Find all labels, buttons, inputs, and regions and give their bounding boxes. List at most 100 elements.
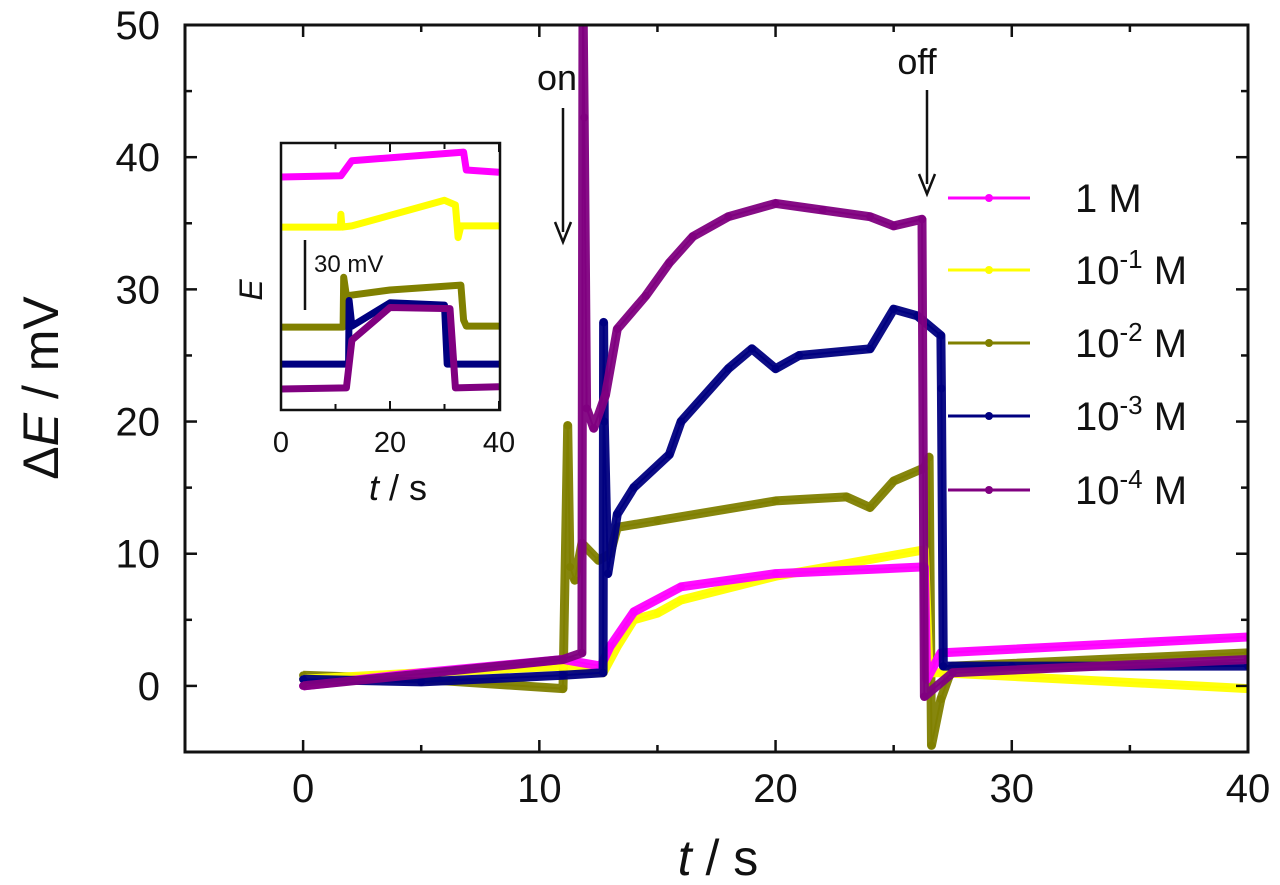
series-point-4 xyxy=(580,113,589,122)
series-point-3 xyxy=(629,483,638,492)
series-point-4 xyxy=(589,424,598,433)
series-point-0 xyxy=(629,607,638,616)
series-point-4 xyxy=(688,232,697,241)
legend-marker xyxy=(985,486,993,494)
y-tick-label: 40 xyxy=(116,136,161,180)
series-point-3 xyxy=(677,417,686,426)
x-tick-label: 0 xyxy=(292,767,314,811)
series-point-4 xyxy=(613,325,622,334)
series-point-3 xyxy=(939,662,948,671)
series-point-4 xyxy=(641,291,650,300)
series-point-4 xyxy=(582,404,591,413)
y-axis-title: ΔE / mV xyxy=(13,296,69,480)
series-point-3 xyxy=(937,384,946,393)
series-point-3 xyxy=(889,305,898,314)
inset-series-group xyxy=(280,148,500,393)
inset-series-line-0 xyxy=(280,148,500,181)
x-tick-label: 30 xyxy=(990,767,1035,811)
legend-item: 1 M xyxy=(948,177,1142,221)
series-point-3 xyxy=(417,677,426,686)
inset-series-line-2 xyxy=(281,273,499,331)
inset-scale-bar-label: 30 mV xyxy=(314,251,383,278)
series-point-3 xyxy=(724,364,733,373)
series-point-1 xyxy=(653,609,662,618)
series-point-2 xyxy=(566,562,575,571)
series-point-3 xyxy=(747,344,756,353)
series-point-1 xyxy=(936,668,945,677)
inset-series-line-1 xyxy=(281,196,499,242)
series-point-2 xyxy=(842,492,851,501)
legend-marker xyxy=(985,339,993,347)
arrow-off-head xyxy=(917,173,937,198)
series-point-4 xyxy=(577,648,586,657)
inset-x-tick-label: 20 xyxy=(374,427,406,459)
legend-label: 10-2 M xyxy=(1075,317,1187,366)
y-tick-label: 50 xyxy=(116,4,161,48)
series-point-4 xyxy=(558,655,567,664)
series-point-2 xyxy=(653,516,662,525)
legend: 1 M 10-1 M 10-2 M 10-3 M 10-4 M xyxy=(948,177,1187,513)
series-point-2 xyxy=(558,684,567,693)
inset-x-tick-label: 0 xyxy=(273,427,289,459)
inset-y-axis-title: E xyxy=(233,279,269,301)
legend-marker xyxy=(985,412,993,420)
main-series-group xyxy=(299,0,1248,750)
series-point-3 xyxy=(599,668,608,677)
series-point-3 xyxy=(936,331,945,340)
legend-item: 10-4 M xyxy=(948,464,1187,513)
legend-item: 10-2 M xyxy=(948,317,1187,366)
y-tick-label: 0 xyxy=(138,665,160,709)
inset-series-line-4 xyxy=(280,304,500,393)
series-point-3 xyxy=(771,364,780,373)
series-point-2 xyxy=(927,741,936,750)
series-point-0 xyxy=(771,569,780,578)
series-point-4 xyxy=(866,212,875,221)
y-tick-label: 10 xyxy=(116,533,161,577)
series-point-4 xyxy=(724,212,733,221)
main-ticks: 0 10 20 30 40 0 10 20 30 40 50 xyxy=(116,4,1271,811)
x-tick-label: 40 xyxy=(1226,767,1271,811)
series-point-4 xyxy=(579,0,587,3)
series-point-3 xyxy=(600,417,609,426)
legend-marker xyxy=(985,266,993,274)
series-point-4 xyxy=(771,199,780,208)
series-point-2 xyxy=(771,496,780,505)
x-tick-label: 20 xyxy=(753,767,798,811)
x-axis-title: t / s xyxy=(678,830,759,885)
series-point-3 xyxy=(665,450,674,459)
series-point-3 xyxy=(599,318,608,327)
series-point-4 xyxy=(889,221,898,230)
series-point-2 xyxy=(889,477,898,486)
series-point-4 xyxy=(818,206,827,215)
series-point-4 xyxy=(601,391,610,400)
series-point-2 xyxy=(866,503,875,512)
arrow-on-head xyxy=(553,221,573,246)
series-point-0 xyxy=(677,582,686,591)
plot-frame xyxy=(183,23,1250,754)
legend-item: 10-3 M xyxy=(948,390,1187,439)
series-point-3 xyxy=(613,510,622,519)
inset-x-tick-label: 40 xyxy=(483,427,515,459)
series-point-2 xyxy=(570,576,579,585)
legend-label: 10-1 M xyxy=(1075,244,1187,293)
series-point-3 xyxy=(866,344,875,353)
series-point-1 xyxy=(677,595,686,604)
legend-label: 10-3 M xyxy=(1075,390,1187,439)
annotation-on: on xyxy=(537,57,577,98)
legend-label: 10-4 M xyxy=(1075,464,1187,513)
series-point-4 xyxy=(920,692,929,701)
legend-label: 1 M xyxy=(1075,177,1142,221)
series-point-2 xyxy=(936,695,945,704)
y-tick-label: 20 xyxy=(116,401,161,445)
series-point-3 xyxy=(558,671,567,680)
y-tick-label: 30 xyxy=(116,268,161,312)
annotation-off: off xyxy=(897,41,937,82)
inset-x-axis-title: t / s xyxy=(369,467,427,508)
legend-marker xyxy=(985,194,993,202)
series-point-4 xyxy=(948,668,957,677)
series-point-2 xyxy=(563,421,572,430)
series-point-4 xyxy=(918,215,927,224)
x-tick-label: 10 xyxy=(517,767,562,811)
legend-item: 10-1 M xyxy=(948,244,1187,293)
